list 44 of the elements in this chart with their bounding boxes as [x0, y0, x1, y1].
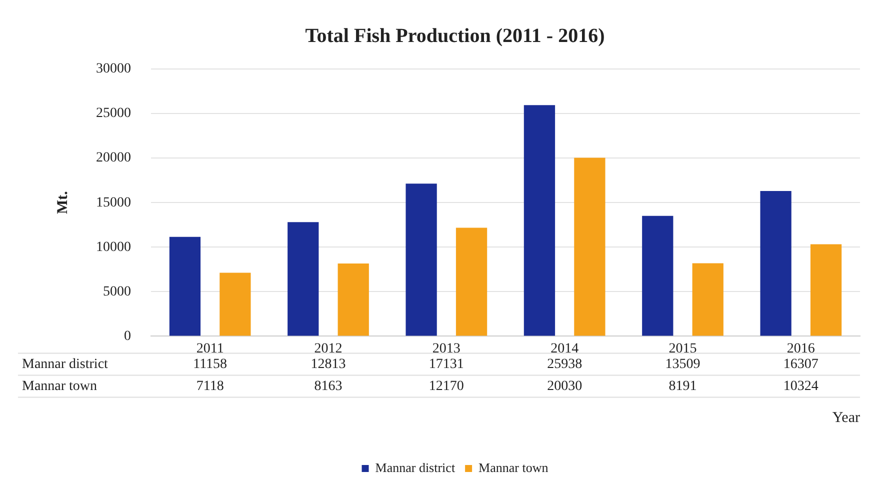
chart-title: Total Fish Production (2011 - 2016) [305, 25, 605, 48]
bar [288, 222, 319, 336]
bar [524, 105, 556, 336]
data-label: 7118 [196, 378, 224, 394]
text: Mannar district [22, 356, 108, 372]
data-label: 25938 [547, 356, 582, 372]
bar [456, 228, 488, 336]
y-tick-label: 20000 [96, 150, 131, 166]
y-tick-label: 0 [124, 328, 131, 344]
y-tick-label: 5000 [103, 284, 131, 300]
bar [169, 236, 201, 336]
y-tick-label: 15000 [96, 195, 131, 210]
y-tick-label: 10000 [96, 240, 131, 255]
bar [692, 263, 724, 336]
x-axis-title: Year [832, 410, 860, 426]
x-tick-label: 2015 [668, 341, 697, 356]
bar [220, 272, 251, 336]
bar [642, 216, 674, 336]
data-label: 10324 [783, 378, 818, 394]
data-label: 11158 [193, 356, 228, 372]
data-label: 8191 [668, 378, 697, 394]
bar [574, 158, 606, 336]
x-tick-label: 2014 [550, 341, 579, 356]
legend-label: Mannar district [375, 460, 456, 475]
data-label: 17131 [428, 356, 464, 372]
y-tick-label: 25000 [96, 106, 131, 122]
data-label: 13509 [665, 356, 700, 372]
text: Mannar town [22, 378, 98, 394]
bar [810, 244, 842, 336]
data-label: 20030 [547, 378, 582, 394]
bar [760, 190, 792, 336]
x-tick-label: 2013 [432, 341, 460, 356]
x-tick-label: 2011 [196, 341, 224, 356]
data-label: 16307 [783, 356, 818, 372]
x-tick-label: 2016 [786, 341, 815, 356]
bar [406, 184, 437, 336]
data-label: 12813 [310, 356, 346, 372]
y-tick-label: 30000 [96, 62, 131, 77]
data-label: 8163 [314, 378, 342, 394]
y-axis-title: Mt. [54, 190, 71, 214]
data-label: 12170 [428, 378, 464, 394]
legend-label: Mannar town [478, 460, 549, 475]
x-tick-label: 2012 [314, 341, 342, 356]
bar [338, 263, 369, 336]
